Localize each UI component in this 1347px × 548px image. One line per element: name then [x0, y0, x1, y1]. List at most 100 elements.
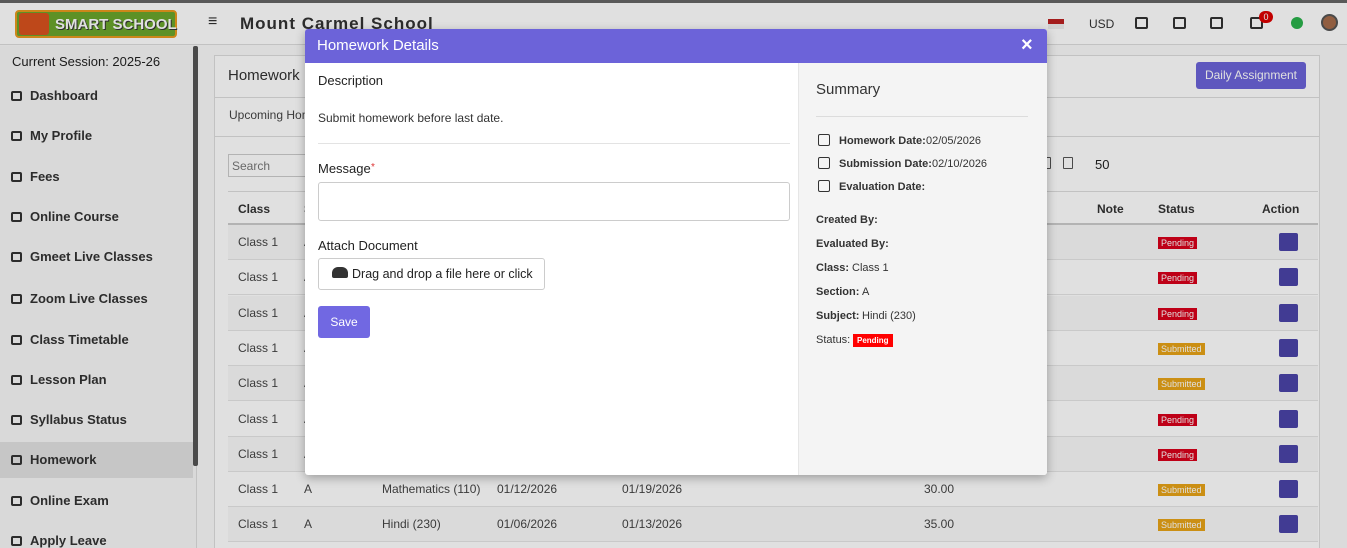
upload-icon [332, 267, 348, 278]
summary-field-value: Hindi (230) [862, 310, 916, 322]
top-strip [0, 0, 1347, 3]
status-badge: Pending [1158, 237, 1198, 249]
menu-item[interactable]: Dashboard [0, 78, 193, 114]
summary-field-label: Evaluated By: [816, 238, 889, 250]
summary-date-label: Homework Date: [839, 135, 926, 147]
table-cell: 01/13/2026 [622, 517, 683, 531]
flag-icon[interactable] [1048, 19, 1064, 29]
table-cell: Hindi (230) [382, 517, 441, 531]
action-button[interactable] [1279, 410, 1298, 428]
summary-title: Summary [816, 81, 881, 98]
action-button[interactable] [1279, 233, 1298, 251]
action-button[interactable] [1279, 445, 1298, 463]
menu-item[interactable]: Apply Leave [0, 523, 193, 548]
menu-item[interactable]: My Profile [0, 118, 193, 154]
status-badge: Submitted [1158, 519, 1205, 531]
action-button[interactable] [1279, 268, 1298, 286]
status-badge: Submitted [1158, 343, 1205, 355]
avatar[interactable] [1321, 14, 1338, 31]
calendar-icon [818, 134, 830, 146]
menu-icon [11, 375, 22, 385]
header-icon[interactable] [1250, 17, 1263, 29]
menu-toggle[interactable]: ≡ [208, 13, 218, 30]
menu-label: Zoom Live Classes [30, 291, 148, 306]
summary-field-value: Class 1 [852, 262, 889, 274]
action-button[interactable] [1279, 304, 1298, 322]
summary-status-badge: Pending [853, 334, 893, 347]
status-badge: Pending [1158, 308, 1198, 320]
notification-badge: 0 [1259, 11, 1273, 23]
summary-date-value: 02/05/2026 [926, 135, 982, 147]
menu-label: Apply Leave [30, 533, 107, 548]
description-text: Submit homework before last date. [318, 111, 504, 125]
page-title: Homework [228, 67, 300, 84]
summary-date-label: Evaluation Date: [839, 181, 926, 193]
whatsapp-icon[interactable] [1291, 17, 1303, 29]
menu-item[interactable]: Syllabus Status [0, 402, 193, 438]
menu-label: My Profile [30, 128, 93, 143]
menu-item[interactable]: Fees [0, 159, 193, 195]
table-cell: Class 1 [238, 482, 279, 496]
calendar-icon [818, 180, 830, 192]
currency[interactable]: USD [1089, 17, 1115, 31]
action-button[interactable] [1279, 374, 1298, 392]
menu-icon [11, 415, 22, 425]
summary-status-label: Status: [816, 334, 851, 346]
summary-field-label: Created By: [816, 214, 878, 226]
required-mark: * [371, 162, 375, 173]
menu-icon [11, 131, 22, 141]
menu-label: Online Exam [30, 493, 109, 508]
page-size-select[interactable]: 50 [1095, 157, 1110, 172]
action-button[interactable] [1279, 480, 1298, 498]
action-button[interactable] [1279, 339, 1298, 357]
table-cell: Class 1 [238, 412, 279, 426]
daily-assignment-button[interactable]: Daily Assignment [1196, 62, 1306, 89]
summary-field-label: Section: [816, 286, 860, 298]
header-icon[interactable] [1210, 17, 1223, 29]
menu-item[interactable]: Online Course [0, 199, 193, 235]
table-cell: Class 1 [238, 306, 279, 320]
menu-icon [11, 536, 22, 546]
table-row [228, 472, 1318, 507]
close-button[interactable]: × [1021, 34, 1033, 56]
upload-button[interactable]: Drag and drop a file here or click [318, 258, 545, 290]
divider [816, 116, 1028, 117]
menu-icon [11, 172, 22, 182]
menu-label: Dashboard [30, 88, 98, 103]
save-button[interactable]: Save [318, 306, 370, 338]
logo-text: SMART SCHOOL [55, 16, 177, 33]
export-button[interactable] [1063, 157, 1073, 169]
menu-item[interactable]: Lesson Plan [0, 362, 193, 398]
header-icon[interactable] [1135, 17, 1148, 29]
table-cell: 01/12/2026 [497, 482, 558, 496]
table-cell: 30.00 [924, 482, 955, 496]
table-cell: Class 1 [238, 235, 279, 249]
table-header[interactable]: Class [238, 202, 271, 216]
modal-header: Homework Details × [305, 29, 1047, 63]
header-icon[interactable] [1173, 17, 1186, 29]
menu-label: Lesson Plan [30, 372, 107, 387]
menu-icon [11, 91, 22, 101]
menu-item[interactable]: Zoom Live Classes [0, 281, 193, 317]
action-button[interactable] [1279, 515, 1298, 533]
menu-item[interactable]: Gmeet Live Classes [0, 239, 193, 275]
table-cell: Class 1 [238, 447, 279, 461]
message-input[interactable] [318, 182, 790, 221]
status-badge: Pending [1158, 449, 1198, 461]
table-cell: Class 1 [238, 341, 279, 355]
table-header[interactable]: Note [1097, 202, 1124, 216]
message-label: Message [318, 161, 371, 176]
table-header[interactable]: Action [1262, 202, 1300, 216]
table-cell: 01/06/2026 [497, 517, 558, 531]
modal-body-left: Description Submit homework before last d… [305, 63, 798, 475]
modal: Homework Details × Description Submit homew… [305, 29, 1047, 475]
menu-item[interactable]: Online Exam [0, 483, 193, 519]
table-row [228, 507, 1318, 542]
table-header[interactable]: Status [1158, 202, 1195, 216]
menu-label: Gmeet Live Classes [30, 249, 153, 264]
menu-item[interactable]: Class Timetable [0, 322, 193, 358]
menu-item[interactable]: Homework [0, 442, 193, 478]
table-cell: A [304, 517, 313, 531]
status-badge: Submitted [1158, 484, 1205, 496]
